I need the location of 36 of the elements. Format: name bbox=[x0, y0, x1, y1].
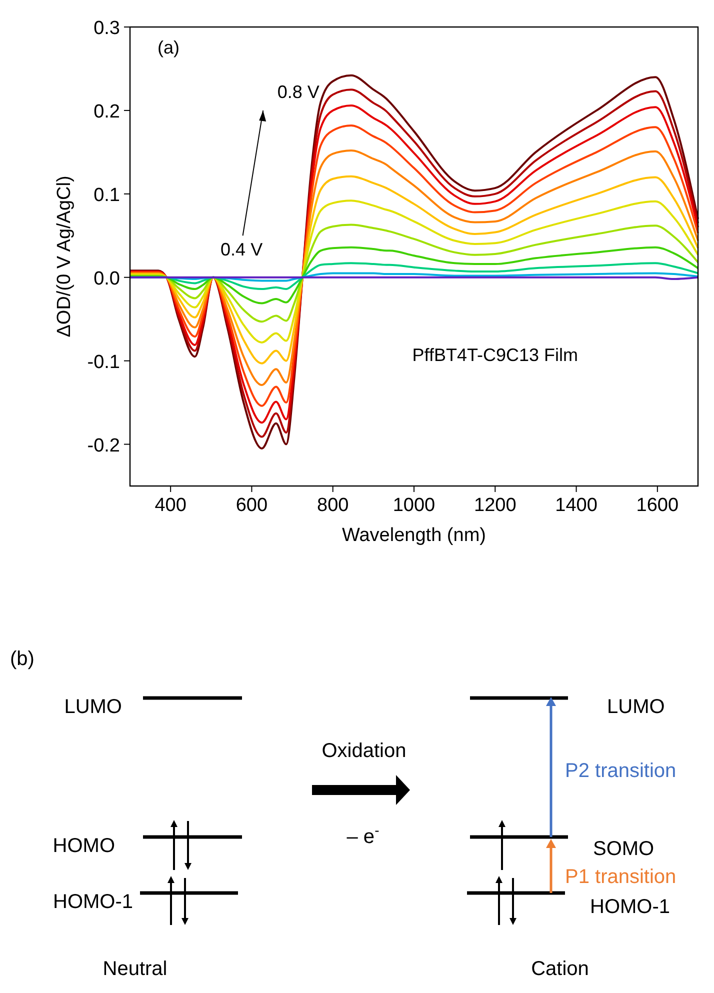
annotation: (a) bbox=[158, 38, 180, 58]
annotation: 0.4 V bbox=[220, 240, 263, 260]
text: P1 transition bbox=[565, 866, 676, 888]
text: – e$^{-}$ bbox=[346, 822, 380, 848]
annotation: PffBT4T-C9C13 Film bbox=[412, 344, 578, 365]
x-axis-title: Wavelength (nm) bbox=[342, 525, 486, 546]
text: Oxidation bbox=[322, 740, 406, 762]
line-series bbox=[129, 200, 699, 344]
line-series bbox=[129, 175, 699, 364]
text: Neutral bbox=[102, 958, 168, 980]
text: SOMO bbox=[593, 838, 654, 860]
x-tick-label: 1200 bbox=[474, 495, 516, 516]
text: HOMO-1 bbox=[590, 896, 670, 918]
x-tick-label: 1000 bbox=[392, 495, 436, 516]
x-tick-label: 1400 bbox=[555, 495, 598, 516]
line-series bbox=[129, 150, 699, 386]
y-tick-label: 0.3 bbox=[94, 18, 120, 39]
x-tick-label: 1600 bbox=[636, 495, 679, 516]
y-tick-label: 0.1 bbox=[94, 184, 120, 206]
y-tick-label: -0.2 bbox=[87, 435, 120, 456]
text: LUMO bbox=[64, 696, 122, 718]
y-tick-label: -0.1 bbox=[87, 352, 120, 373]
y-axis-title: ΔOD/(0 V Ag/AgCl) bbox=[54, 176, 75, 338]
line-series bbox=[129, 224, 699, 323]
text: HOMO-1 bbox=[53, 891, 133, 913]
x-tick-label: 400 bbox=[154, 495, 186, 516]
text: P2 transition bbox=[565, 760, 676, 782]
x-tick-label: 600 bbox=[236, 495, 268, 516]
annotation: 0.8 V bbox=[277, 82, 320, 102]
text: Cation bbox=[531, 958, 589, 980]
y-tick-label: 0.2 bbox=[94, 101, 120, 122]
y-tick-label: 0.0 bbox=[94, 268, 120, 290]
text: LUMO bbox=[607, 696, 665, 718]
text: HOMO bbox=[52, 835, 115, 857]
text: (b) bbox=[10, 648, 34, 670]
x-tick-label: 800 bbox=[317, 495, 349, 516]
